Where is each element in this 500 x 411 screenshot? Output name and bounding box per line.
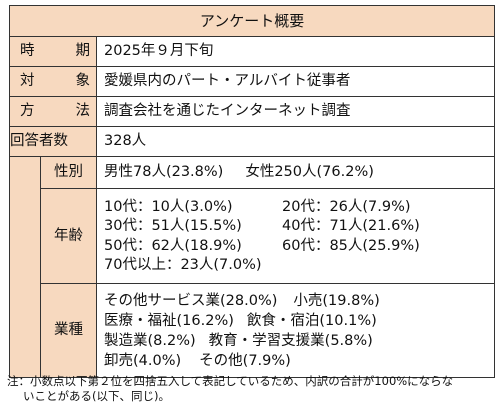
period-row: 時 期 2025年９月下旬 xyxy=(9,36,496,67)
gender-value: 男性78人(23.8%) 女性250人(76.2%) xyxy=(95,156,496,189)
industry-label: 業種 xyxy=(40,283,97,378)
footnote-line-1: 注：小数点以下第２位を四捨五入して表記しているため、内訳の合計が100%にならな xyxy=(7,374,454,388)
method-label-char-2: 法 xyxy=(75,103,91,120)
industry-item: 小売(19.8%) xyxy=(293,292,380,309)
target-label-char-1: 対 xyxy=(20,73,35,90)
gender-male: 男性78人(23.8%) xyxy=(104,164,224,181)
industry-item: その他(7.9%) xyxy=(199,352,291,369)
industry-item: その他サービス業(28.0%) xyxy=(104,292,278,309)
target-label: 対 象 xyxy=(9,66,97,97)
footnote-line-2: いことがある(以下、同じ)。 xyxy=(23,389,170,403)
age-item: 40代：71人(21.6%) xyxy=(282,218,420,234)
age-item: 10代：10人(3.0%) xyxy=(104,198,233,215)
period-value: 2025年９月下旬 xyxy=(95,36,496,67)
age-value: 10代：10人(3.0%) 20代：26人(7.9%) 30代：51人(15.5… xyxy=(95,188,496,284)
respondents-label: 回答者数 xyxy=(9,126,97,157)
industry-item: 製造業(8.2%) xyxy=(104,332,196,349)
period-label-char-1: 時 xyxy=(20,43,35,60)
industry-item: 飲食・宿泊(10.1%) xyxy=(246,312,377,329)
industry-item: 教育・学習支援業(5.8%) xyxy=(208,332,373,349)
industry-item: 卸売(4.0%) xyxy=(104,352,182,369)
industry-row: 業種 その他サービス業(28.0%) 小売(19.8%) 医療・福祉(16.2%)… xyxy=(10,283,496,378)
age-row: 年齢 10代：10人(3.0%) 20代：26人(7.9%) 30代：51人(1… xyxy=(10,188,496,284)
respondents-value: 328人 xyxy=(95,126,496,157)
method-label-char-1: 方 xyxy=(20,103,35,120)
survey-overview-table: アンケート概要 時 期 2025年９月下旬 対 象 愛媛県内のパート・アルバイト… xyxy=(8,5,496,378)
breakdown-indent-cell xyxy=(9,156,41,378)
gender-female: 女性250人(76.2%) xyxy=(245,164,374,181)
target-label-char-2: 象 xyxy=(75,73,91,90)
title-row: アンケート概要 xyxy=(8,5,496,37)
period-label-char-2: 期 xyxy=(75,43,91,60)
footnote: 注：小数点以下第２位を四捨五入して表記しているため、内訳の合計が100%にならな… xyxy=(7,374,495,404)
target-value: 愛媛県内のパート・アルバイト従事者 xyxy=(95,66,496,97)
age-item: 20代：26人(7.9%) xyxy=(282,198,411,215)
age-item: 60代：85人(25.9%) xyxy=(282,237,420,254)
gender-row: 性別 男性78人(23.8%) 女性250人(76.2%) xyxy=(9,156,496,378)
industry-value: その他サービス業(28.0%) 小売(19.8%) 医療・福祉(16.2%) 飲食・… xyxy=(95,283,496,378)
age-label: 年齢 xyxy=(40,188,97,284)
respondents-row: 回答者数 328人 xyxy=(9,126,496,157)
gender-label: 性別 xyxy=(40,156,97,189)
period-label: 時 期 xyxy=(9,36,97,67)
age-item: 50代：62人(18.9%) xyxy=(104,237,242,254)
industry-item: 医療・福祉(16.2%) xyxy=(104,312,234,329)
method-label: 方 法 xyxy=(9,96,97,127)
target-row: 対 象 愛媛県内のパート・アルバイト従事者 xyxy=(9,66,496,97)
age-item: 30代：51人(15.5%) xyxy=(104,218,242,234)
table-title: アンケート概要 xyxy=(8,5,496,37)
age-item: 70代以上：23人(7.0%) xyxy=(104,257,262,273)
method-value: 調査会社を通じたインターネット調査 xyxy=(95,96,496,127)
method-row: 方 法 調査会社を通じたインターネット調査 xyxy=(9,96,496,127)
